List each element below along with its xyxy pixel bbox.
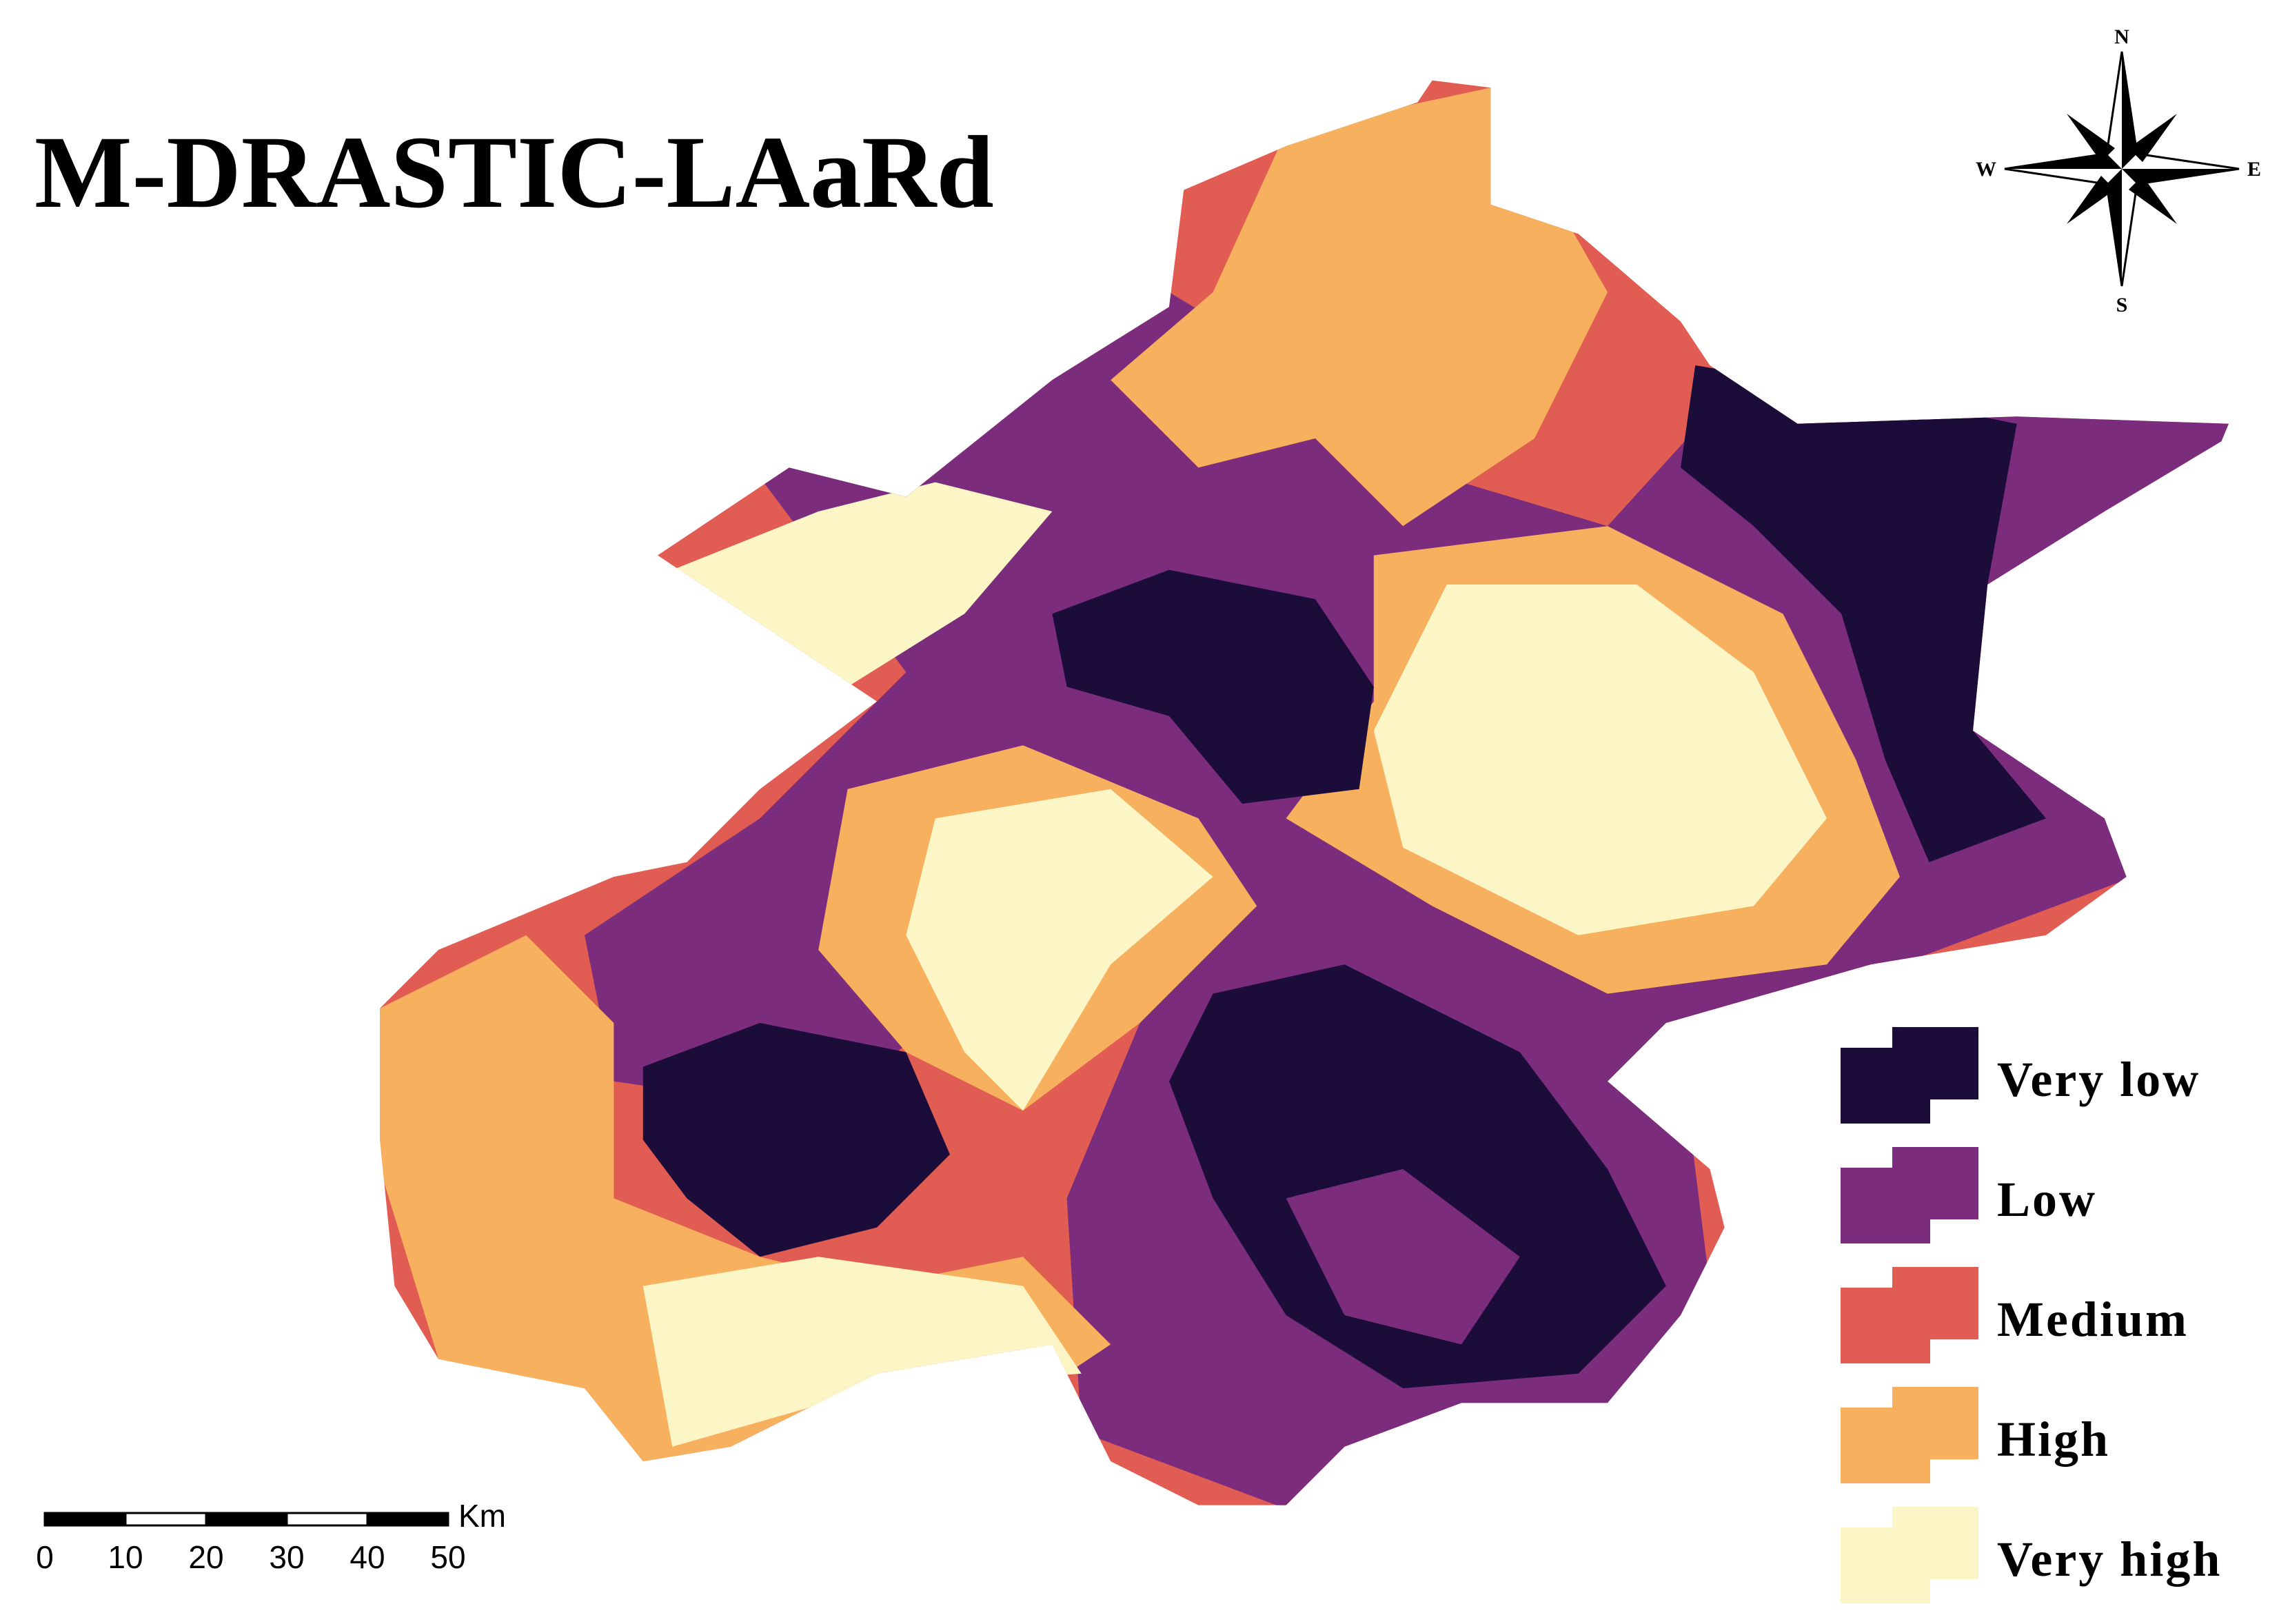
legend-swatch [1841,1147,1978,1244]
scale-segment [43,1512,127,1527]
legend-label: Medium [1997,1292,2189,1347]
map-zone [1373,584,1827,935]
scale-label: 10 [108,1539,143,1575]
map-zone [1052,569,1374,804]
map-zone [1680,365,2046,862]
legend: Very low Low Medium High Very high [1841,1027,2222,1603]
legend-label: Very low [1997,1052,2200,1107]
map-zone [1168,964,1666,1388]
legend-swatch [1841,1027,1978,1124]
susceptibility-map [380,80,2229,1505]
map-zone [642,1022,950,1257]
map-zone [1286,1168,1520,1345]
scale-segment [124,1512,207,1527]
compass: N S E W [1976,26,2261,316]
compass-label: E [2247,158,2261,181]
scale-label: 50 [430,1539,465,1575]
map-zone [906,789,1213,1111]
legend-swatch [1841,1267,1978,1363]
legend-swatch [1841,1387,1978,1483]
legend-swatch [1841,1507,1978,1603]
compass-label: S [2116,294,2128,316]
map-title: M-DRASTIC-LAaRd [34,115,994,230]
scale-bar: 0 10 20 30 40 50 Km [36,1498,506,1575]
map-zone [642,1257,1082,1447]
scale-label: 40 [350,1539,385,1575]
legend-label: High [1997,1412,2110,1467]
scale-segment [205,1512,288,1527]
map-zone [1111,88,1608,527]
scale-label: 30 [269,1539,304,1575]
legend-label: Low [1997,1172,2097,1227]
scale-segment [285,1512,369,1527]
map-zone [584,292,2229,1505]
scale-unit: Km [458,1498,506,1534]
compass-label: W [1976,158,1996,181]
legend-label: Very high [1997,1532,2222,1587]
compass-label: N [2114,26,2129,48]
scale-label: 20 [188,1539,223,1575]
scale-segment [366,1512,449,1527]
scale-label: 0 [36,1539,54,1575]
